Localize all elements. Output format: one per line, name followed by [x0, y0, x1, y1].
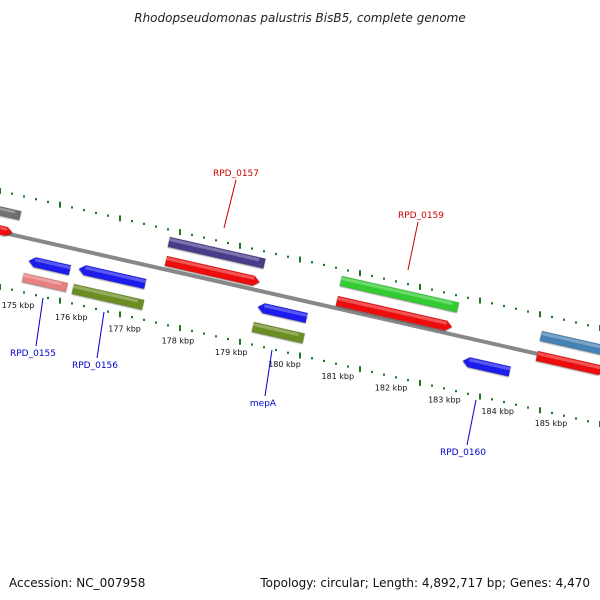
- gene-features: [0, 204, 600, 377]
- gene-label-leader-line: [223, 179, 237, 229]
- accession-text: Accession: NC_007958: [9, 576, 145, 590]
- kbp-label: 183 kbp: [428, 395, 461, 404]
- feature-rpd-0155-pink[interactable]: [21, 272, 69, 293]
- feature-rpd-0159-red-highlight: [337, 296, 448, 325]
- feature-red-right-highlight: [537, 351, 600, 370]
- kbp-label: 175 kbp: [2, 301, 35, 310]
- gene-label-leader-line: [407, 221, 419, 271]
- feature-rpd-0156-olive-highlight: [73, 284, 139, 303]
- feature-rpd-0157-purple[interactable]: [167, 236, 266, 269]
- feature-rpd-0159-green[interactable]: [339, 275, 460, 313]
- kbp-label: 176 kbp: [55, 313, 88, 322]
- feature-gray-highlight: [0, 205, 16, 214]
- gene-label-leader-line: [96, 311, 105, 359]
- kbp-label: 177 kbp: [108, 325, 141, 334]
- feature-rpd-0157-red-highlight: [166, 256, 255, 280]
- feature-rpd-0156-blue-highlight: [84, 266, 147, 283]
- inner-tick-ring: [0, 284, 600, 427]
- map-title: Rhodopseudomonas palustris BisB5, comple…: [134, 11, 466, 25]
- gene-label-leader-line: [466, 399, 477, 446]
- feature-mepa-blue[interactable]: [257, 302, 309, 324]
- feature-rpd-0159-red[interactable]: [335, 295, 453, 332]
- kbp-label: 184 kbp: [481, 407, 514, 416]
- kbp-label: 178 kbp: [162, 336, 195, 345]
- kbp-label: 185 kbp: [535, 419, 568, 428]
- kbp-label: 180 kbp: [268, 360, 301, 369]
- gene-label-rpd-0160[interactable]: RPD_0160: [440, 448, 486, 458]
- feature-gray[interactable]: [0, 204, 22, 221]
- genome-backbone: [0, 230, 600, 370]
- gene-label-rpd-0157[interactable]: RPD_0157: [213, 169, 259, 179]
- feature-steel-highlight: [541, 331, 600, 350]
- feature-rpd-0157-purple-highlight: [169, 237, 260, 262]
- feature-rpd-0156-olive[interactable]: [71, 283, 145, 311]
- feature-red-right[interactable]: [535, 350, 600, 376]
- feature-rpd-0155-blue[interactable]: [28, 256, 72, 276]
- feature-red[interactable]: [0, 223, 14, 237]
- gene-label-rpd-0156[interactable]: RPD_0156: [72, 361, 118, 371]
- feature-mepa-olive-highlight: [253, 322, 299, 337]
- kbp-label: 182 kbp: [375, 384, 408, 393]
- gene-label-leaders: [35, 179, 477, 446]
- kbp-scale: 175 kbp 176 kbp 177 kbp 178 kbp 179 kbp 180 k…: [2, 301, 568, 428]
- feature-mepa-olive[interactable]: [251, 321, 306, 344]
- gene-label-leader-line: [264, 349, 273, 397]
- kbp-label: 179 kbp: [215, 348, 248, 357]
- gene-label-rpd-0159[interactable]: RPD_0159: [398, 211, 444, 221]
- feature-red-highlight: [0, 224, 8, 231]
- feature-steel[interactable]: [539, 330, 600, 357]
- gene-label-leader-line: [35, 297, 44, 347]
- feature-rpd-0155-pink-highlight: [23, 273, 62, 286]
- feature-rpd-0160-blue[interactable]: [462, 356, 512, 377]
- gene-label-mepa[interactable]: mepA: [250, 399, 277, 409]
- feature-red-shape: [0, 223, 13, 237]
- feature-rpd-0156-blue[interactable]: [78, 264, 147, 290]
- kbp-label: 181 kbp: [321, 372, 354, 381]
- outer-tick-ring: [0, 188, 600, 331]
- feature-rpd-0155-blue-highlight: [34, 258, 71, 270]
- feature-rpd-0157-red[interactable]: [164, 255, 261, 287]
- feature-mepa-blue-highlight: [263, 304, 308, 317]
- gene-label-rpd-0155[interactable]: RPD_0155: [10, 349, 56, 359]
- feature-rpd-0159-green-highlight: [341, 276, 453, 306]
- genome-summary-text: Topology: circular; Length: 4,892,717 bp…: [259, 576, 590, 590]
- feature-gray-shape: [0, 204, 22, 221]
- feature-rpd-0160-blue-highlight: [468, 358, 511, 371]
